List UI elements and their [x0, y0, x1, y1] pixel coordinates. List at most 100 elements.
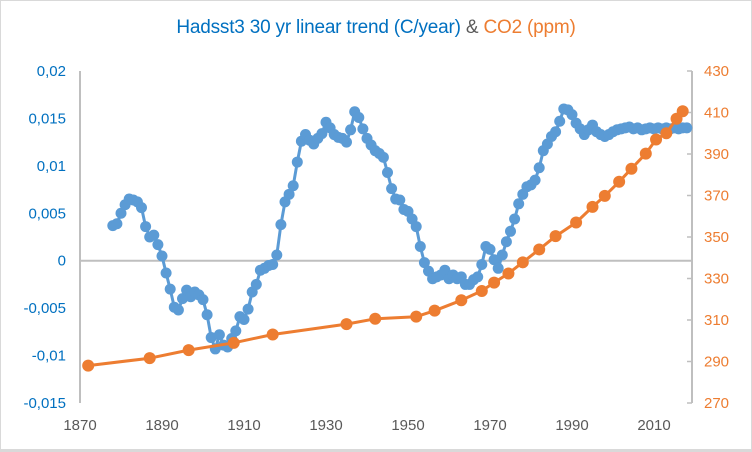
right-axis-tick-label: 350 — [704, 229, 729, 246]
data-point — [484, 243, 496, 255]
data-point — [238, 314, 250, 326]
series-hadsst3-trend — [107, 103, 693, 355]
data-point — [549, 230, 562, 243]
data-point — [353, 111, 365, 123]
left-axis-tick-label: 0,01 — [37, 158, 66, 175]
left-axis-tick-label: 0 — [58, 253, 66, 270]
data-point — [291, 156, 303, 168]
data-point — [140, 221, 152, 233]
data-point — [586, 200, 599, 213]
data-point — [152, 239, 164, 251]
data-point — [250, 278, 262, 290]
data-point — [275, 219, 287, 231]
data-point — [369, 312, 382, 325]
x-axis-tick-label: 1890 — [145, 417, 178, 434]
data-point — [492, 262, 504, 274]
data-point — [340, 318, 353, 331]
data-point — [242, 303, 254, 315]
data-point — [439, 264, 451, 276]
data-point — [283, 188, 295, 200]
x-axis-tick-label: 1870 — [63, 417, 96, 434]
series-layer — [82, 103, 693, 372]
data-point — [115, 207, 127, 219]
data-point — [505, 225, 516, 237]
data-point — [676, 105, 689, 118]
data-point — [316, 128, 328, 140]
tick-labels: 0,02 0,015 0,01 0,005 0 -0,005 -0,01 -0,015 430 4… — [23, 63, 729, 434]
data-point — [111, 218, 123, 230]
chart-title-connector: & — [465, 17, 479, 38]
right-axis-tick-label: 370 — [704, 188, 729, 205]
x-axis-tick-label: 1910 — [227, 417, 260, 434]
data-point — [509, 213, 521, 225]
x-axis-tick-label: 1930 — [309, 417, 342, 434]
data-point — [660, 127, 673, 140]
right-axis-tick-label: 390 — [704, 146, 729, 163]
data-point — [136, 202, 147, 214]
data-point — [681, 122, 693, 134]
data-point — [267, 259, 279, 271]
data-point — [345, 124, 357, 136]
right-axis-tick-label: 290 — [704, 354, 729, 371]
data-point — [213, 329, 225, 341]
data-point — [613, 175, 626, 188]
data-point — [598, 189, 611, 202]
data-point — [410, 221, 422, 233]
data-point — [230, 325, 242, 337]
data-point — [266, 328, 279, 341]
x-axis-tick-label: 1950 — [391, 417, 424, 434]
data-point — [386, 183, 398, 195]
data-point — [271, 249, 283, 261]
data-point — [394, 194, 406, 206]
data-point — [476, 259, 488, 271]
right-axis-tick-label: 270 — [704, 395, 729, 412]
data-point — [554, 115, 566, 127]
left-axis-tick-label: -0,01 — [32, 348, 66, 365]
x-axis-tick-label: 1990 — [555, 417, 588, 434]
data-point — [428, 304, 441, 317]
data-point — [418, 257, 430, 269]
data-point — [472, 271, 484, 283]
data-point — [488, 254, 500, 266]
data-point — [197, 294, 209, 306]
chart-title-series1: Hadsst3 30 yr linear trend (C/year) — [176, 17, 461, 38]
right-axis-tick-label: 330 — [704, 271, 729, 288]
data-point — [513, 198, 525, 210]
left-axis-tick-label: 0,02 — [37, 63, 66, 80]
data-point — [177, 293, 188, 305]
data-point — [550, 126, 562, 138]
data-point — [410, 310, 423, 323]
data-point — [455, 294, 468, 307]
data-point — [639, 147, 652, 160]
right-axis-tick-label: 430 — [704, 63, 729, 80]
data-point — [156, 250, 168, 262]
series-line — [112, 107, 687, 351]
data-point — [496, 249, 508, 261]
right-axis-tick-label: 310 — [704, 312, 729, 329]
data-point — [143, 352, 156, 365]
data-point — [488, 276, 501, 289]
data-point — [529, 174, 541, 186]
data-point — [414, 240, 426, 252]
data-point — [500, 236, 512, 248]
data-point — [650, 133, 663, 146]
data-point — [566, 109, 578, 121]
data-point — [201, 309, 213, 321]
data-point — [382, 166, 393, 178]
data-point — [341, 136, 352, 148]
left-axis-tick-label: -0,015 — [23, 395, 66, 412]
series-co2 — [82, 105, 689, 372]
data-point — [164, 283, 176, 295]
data-point — [357, 123, 369, 135]
data-point — [148, 229, 160, 241]
x-axis-tick-label: 1970 — [473, 417, 506, 434]
chart-title-series2: CO2 (ppm) — [483, 17, 576, 38]
data-point — [172, 304, 184, 316]
chart-title: Hadsst3 30 yr linear trend (C/year) & CO… — [0, 17, 752, 39]
data-point — [227, 336, 240, 349]
x-axis-tick-label: 2010 — [637, 417, 670, 434]
data-point — [570, 216, 583, 229]
data-point — [287, 180, 299, 192]
data-point — [533, 162, 545, 174]
